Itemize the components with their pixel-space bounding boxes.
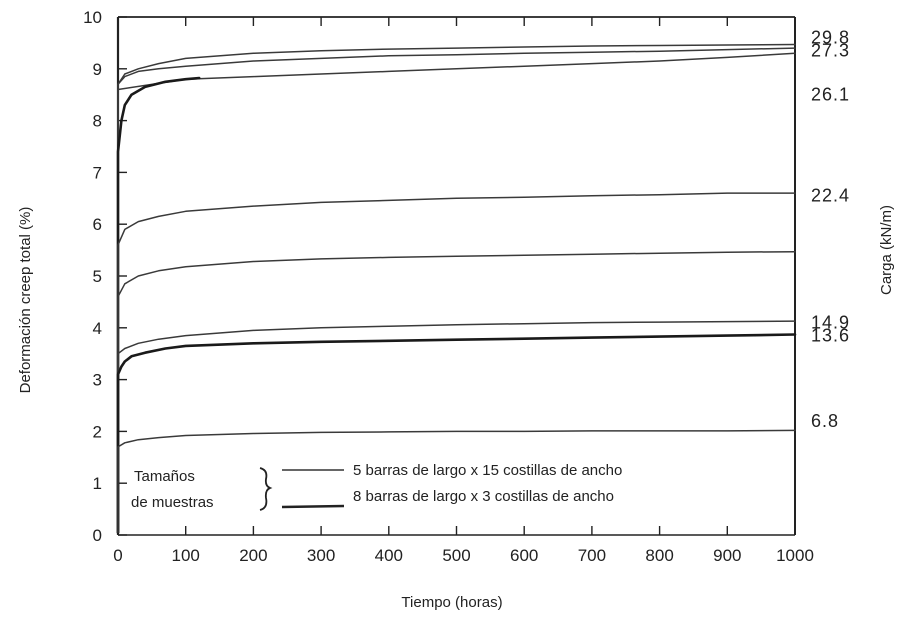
y-tick-label: 6 <box>93 215 102 234</box>
load-label: 6.8 <box>811 411 839 431</box>
x-tick-label: 1000 <box>776 546 814 565</box>
series-line-3 <box>117 52 796 534</box>
y-tick-label: 5 <box>93 267 102 286</box>
load-label: 14.9 <box>811 313 850 333</box>
load-label: 13.6 <box>811 326 850 346</box>
series-line-6 <box>117 250 796 534</box>
load-label: 22.4 <box>811 186 850 206</box>
legend-entry-8x3: 8 barras de largo x 3 costillas de ancho <box>353 488 614 505</box>
x-tick-label: 500 <box>442 546 470 565</box>
x-tick-label: 400 <box>375 546 403 565</box>
legend: Tamaños de muestras 5 barras de largo x … <box>131 462 622 511</box>
series-layer <box>116 43 797 534</box>
x-tick-label: 600 <box>510 546 538 565</box>
series-line-2 <box>117 47 796 534</box>
legend-line-8x3 <box>281 504 345 509</box>
y-tick-label: 10 <box>83 8 102 27</box>
y-tick-label: 1 <box>93 474 102 493</box>
legend-entry-5x15: 5 barras de largo x 15 costillas de anch… <box>353 462 622 479</box>
y-tick-label: 7 <box>93 163 102 182</box>
axes-layer <box>116 16 796 536</box>
y-tick-label: 4 <box>93 319 102 338</box>
series-line-5 <box>117 192 796 534</box>
x-tick-label: 800 <box>645 546 673 565</box>
ticks-layer <box>117 16 796 536</box>
x-tick-label: 100 <box>172 546 200 565</box>
series-line-8 <box>116 333 797 534</box>
legend-brace <box>259 467 273 511</box>
x-tick-label: 0 <box>113 546 122 565</box>
load-label: 27.3 <box>811 41 850 61</box>
load-label: 26.1 <box>811 85 850 105</box>
series-line-9 <box>117 429 796 534</box>
legend-title-line-1: Tamaños <box>134 468 195 485</box>
load-label: 29.8 <box>811 28 850 48</box>
y-tick-label: 8 <box>93 112 102 131</box>
y-tick-label: 0 <box>93 526 102 545</box>
legend-title-line-2: de muestras <box>131 494 214 511</box>
y2-axis-title: Carga (kN/m) <box>878 205 895 295</box>
x-axis-title: Tiempo (horas) <box>401 594 502 611</box>
series-line-4 <box>116 76 201 534</box>
series-line-7 <box>117 320 796 534</box>
y-tick-label: 3 <box>93 371 102 390</box>
x-tick-label: 700 <box>578 546 606 565</box>
x-tick-label: 300 <box>307 546 335 565</box>
y-axis-title: Deformación creep total (%) <box>17 207 34 394</box>
x-tick-label: 900 <box>713 546 741 565</box>
y-tick-label: 2 <box>93 422 102 441</box>
labels-layer: 0 100 200 300 400 500 600 700 800 900 1000 0 1 2 3 4 5 6 7… <box>83 8 850 565</box>
series-line-1 <box>117 43 796 534</box>
y-tick-label: 9 <box>93 60 102 79</box>
x-tick-label: 200 <box>239 546 267 565</box>
